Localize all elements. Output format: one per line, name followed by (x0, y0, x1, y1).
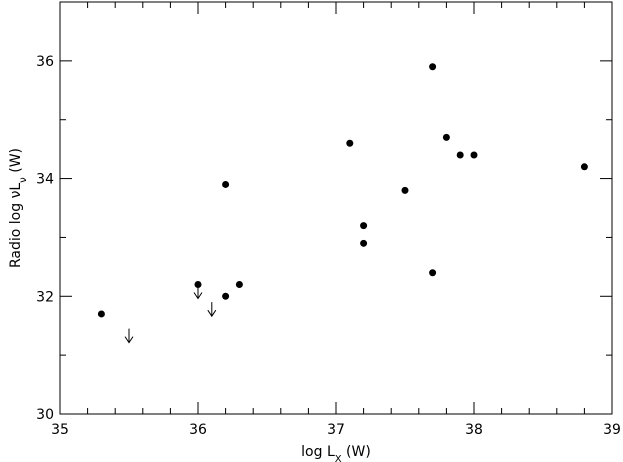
point (470, 151, 478, 159)
ylabel-tail: (W) (8, 148, 24, 177)
xlabel-text: log L (301, 444, 335, 460)
point (401, 186, 409, 194)
point (442, 133, 450, 141)
y-tick-label: 34 (36, 172, 54, 188)
y-tick-label: 36 (36, 54, 54, 70)
ylabel-text: Radio log νL (8, 183, 24, 268)
point (456, 151, 464, 159)
xlabel-tail: (W) (342, 444, 371, 460)
point (580, 163, 588, 171)
xlabel: log LX (W) (301, 444, 371, 462)
upper-limit-arrow (207, 302, 217, 318)
x-tick-label: 35 (51, 422, 69, 438)
point (346, 139, 354, 147)
upper-limit-arrow (124, 328, 134, 344)
x-tick-label: 37 (327, 422, 345, 438)
x-tick-label: 38 (465, 422, 483, 438)
point (222, 180, 230, 188)
point (235, 281, 243, 289)
ylabel: Radio log νLν (W) (8, 148, 29, 268)
point (360, 222, 368, 230)
y-tick-label: 30 (36, 407, 54, 423)
point (429, 269, 437, 277)
x-tick-label: 39 (603, 422, 621, 438)
y-tick-label: 32 (36, 289, 54, 305)
point (222, 292, 230, 300)
plot-frame (59, 1, 613, 415)
ylabel-sub: ν (18, 177, 29, 183)
point (429, 63, 437, 71)
xlabel-sub: X (335, 454, 342, 462)
upper-limit-arrow (193, 284, 203, 300)
point (97, 310, 105, 318)
x-tick-label: 36 (189, 422, 207, 438)
point (360, 239, 368, 247)
